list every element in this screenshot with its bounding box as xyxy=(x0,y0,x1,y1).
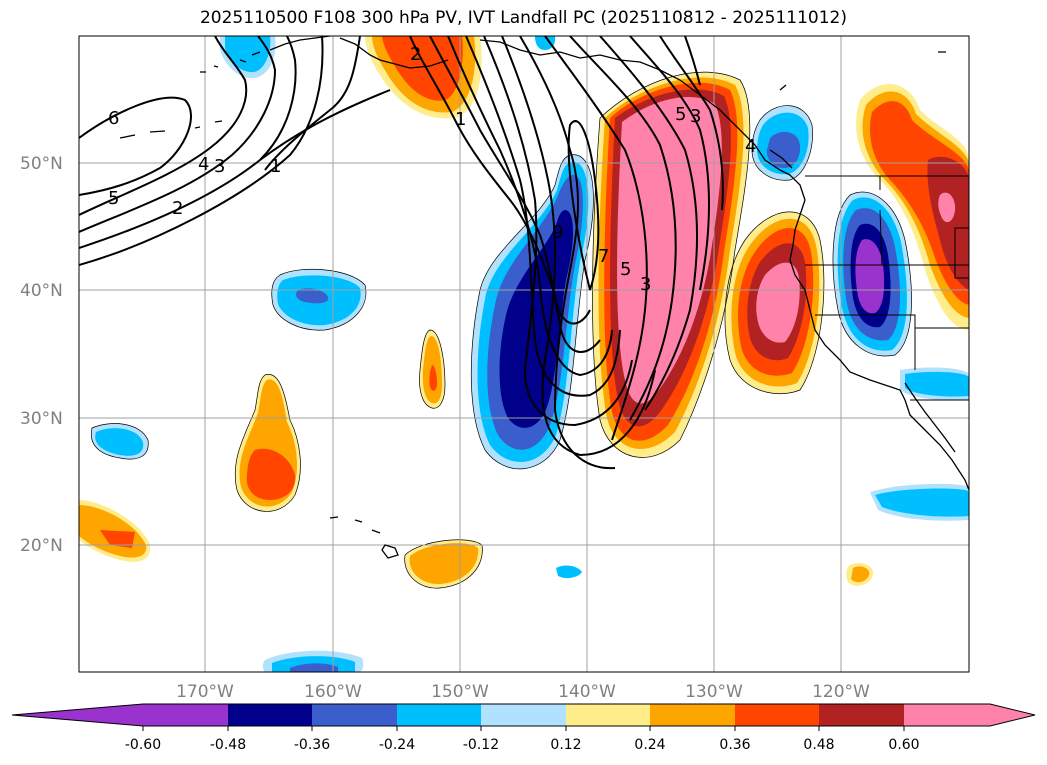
map-title: 2025110500 F108 300 hPa PV, IVT Landfall… xyxy=(199,8,847,28)
positive-region-interior xyxy=(856,83,969,331)
contour-label: 1 xyxy=(455,109,466,130)
map-frame xyxy=(78,35,970,673)
colorbar-over-arrow xyxy=(904,704,1035,726)
pv-contours xyxy=(79,36,724,470)
colorbar-segment xyxy=(735,704,819,726)
positive-blob-north xyxy=(365,36,482,119)
contour-label: 3 xyxy=(640,274,651,295)
contour-label: 4 xyxy=(198,154,209,175)
contour-label: 5 xyxy=(108,188,119,209)
contour-label: 3 xyxy=(214,156,225,177)
positive-blob-small-mexico xyxy=(846,563,874,586)
negative-blob-160w xyxy=(271,269,366,331)
positive-blob-south-hawaii xyxy=(404,539,483,589)
colorbar-tick-label: -0.60 xyxy=(125,737,161,753)
colorbar-segment xyxy=(228,704,312,726)
contour-label: 5 xyxy=(675,104,686,125)
contour-label: 2 xyxy=(172,198,183,219)
map-area: 6 5 4 3 2 1 2 1 3 5 7 9 3 5 4 xyxy=(79,36,969,672)
colorbar-segment xyxy=(397,704,481,726)
colorbar-segment xyxy=(566,704,650,726)
longitude-label: 120°W xyxy=(812,682,870,702)
contour-label: 9 xyxy=(552,222,563,243)
longitude-label: 140°W xyxy=(558,682,616,702)
colorbar-tick-label: -0.48 xyxy=(210,737,246,753)
colorbar-tick-label: 0.24 xyxy=(634,737,665,753)
negative-band-baja xyxy=(870,367,969,521)
contour-label: 7 xyxy=(598,246,609,267)
contour-label: 2 xyxy=(410,44,421,65)
colorbar-segment xyxy=(819,704,904,726)
political-borders xyxy=(805,175,969,401)
colorbar-tick-label: 0.60 xyxy=(888,737,919,753)
longitude-label: 160°W xyxy=(304,682,362,702)
positive-blob-central-pacific xyxy=(235,374,301,512)
graticule xyxy=(79,36,969,672)
colorbar-tick-label: -0.36 xyxy=(294,737,330,753)
positive-blob-california-offshore xyxy=(725,211,824,394)
contour-label: 3 xyxy=(690,106,701,127)
latitude-label: 50°N xyxy=(20,154,63,174)
contour-label: 6 xyxy=(108,108,119,129)
colorbar-segment xyxy=(481,704,566,726)
colorbar-under-arrow xyxy=(12,704,143,726)
contour-label: 1 xyxy=(270,156,281,177)
latitude-label: 30°N xyxy=(20,409,63,429)
negative-blob-north-edge xyxy=(220,36,556,79)
colorbar-tick-label: -0.12 xyxy=(463,737,499,753)
latitude-label: 40°N xyxy=(20,281,63,301)
colorbar-tick-label: 0.12 xyxy=(550,737,581,753)
positive-blob-west-edge xyxy=(79,500,151,562)
colorbar: -0.60 -0.48 -0.36 -0.24 -0.12 0.12 0.24 … xyxy=(11,703,1036,753)
negative-blob-southwest xyxy=(91,423,582,672)
longitude-label: 150°W xyxy=(431,682,489,702)
longitude-label: 130°W xyxy=(685,682,743,702)
colorbar-tick-label: 0.48 xyxy=(803,737,834,753)
positive-blob-small-150w xyxy=(419,330,445,409)
shading-outlines xyxy=(90,71,912,589)
colorbar-tick-label: 0.36 xyxy=(719,737,750,753)
latitude-label: 20°N xyxy=(20,536,63,556)
colorbar-segment xyxy=(312,704,397,726)
longitude-label: 170°W xyxy=(176,682,234,702)
colorbar-segment xyxy=(650,704,735,726)
colorbar-tick-label: -0.24 xyxy=(379,737,415,753)
contour-label: 4 xyxy=(745,136,756,157)
pv-contour-labels: 6 5 4 3 2 1 2 1 3 5 7 9 3 5 4 xyxy=(108,44,756,295)
colorbar-segment xyxy=(143,704,228,726)
latitude-labels: 50°N 40°N 30°N 20°N xyxy=(20,154,63,556)
contour-label: 5 xyxy=(620,259,631,280)
longitude-labels: 170°W 160°W 150°W 140°W 130°W 120°W xyxy=(176,682,870,702)
